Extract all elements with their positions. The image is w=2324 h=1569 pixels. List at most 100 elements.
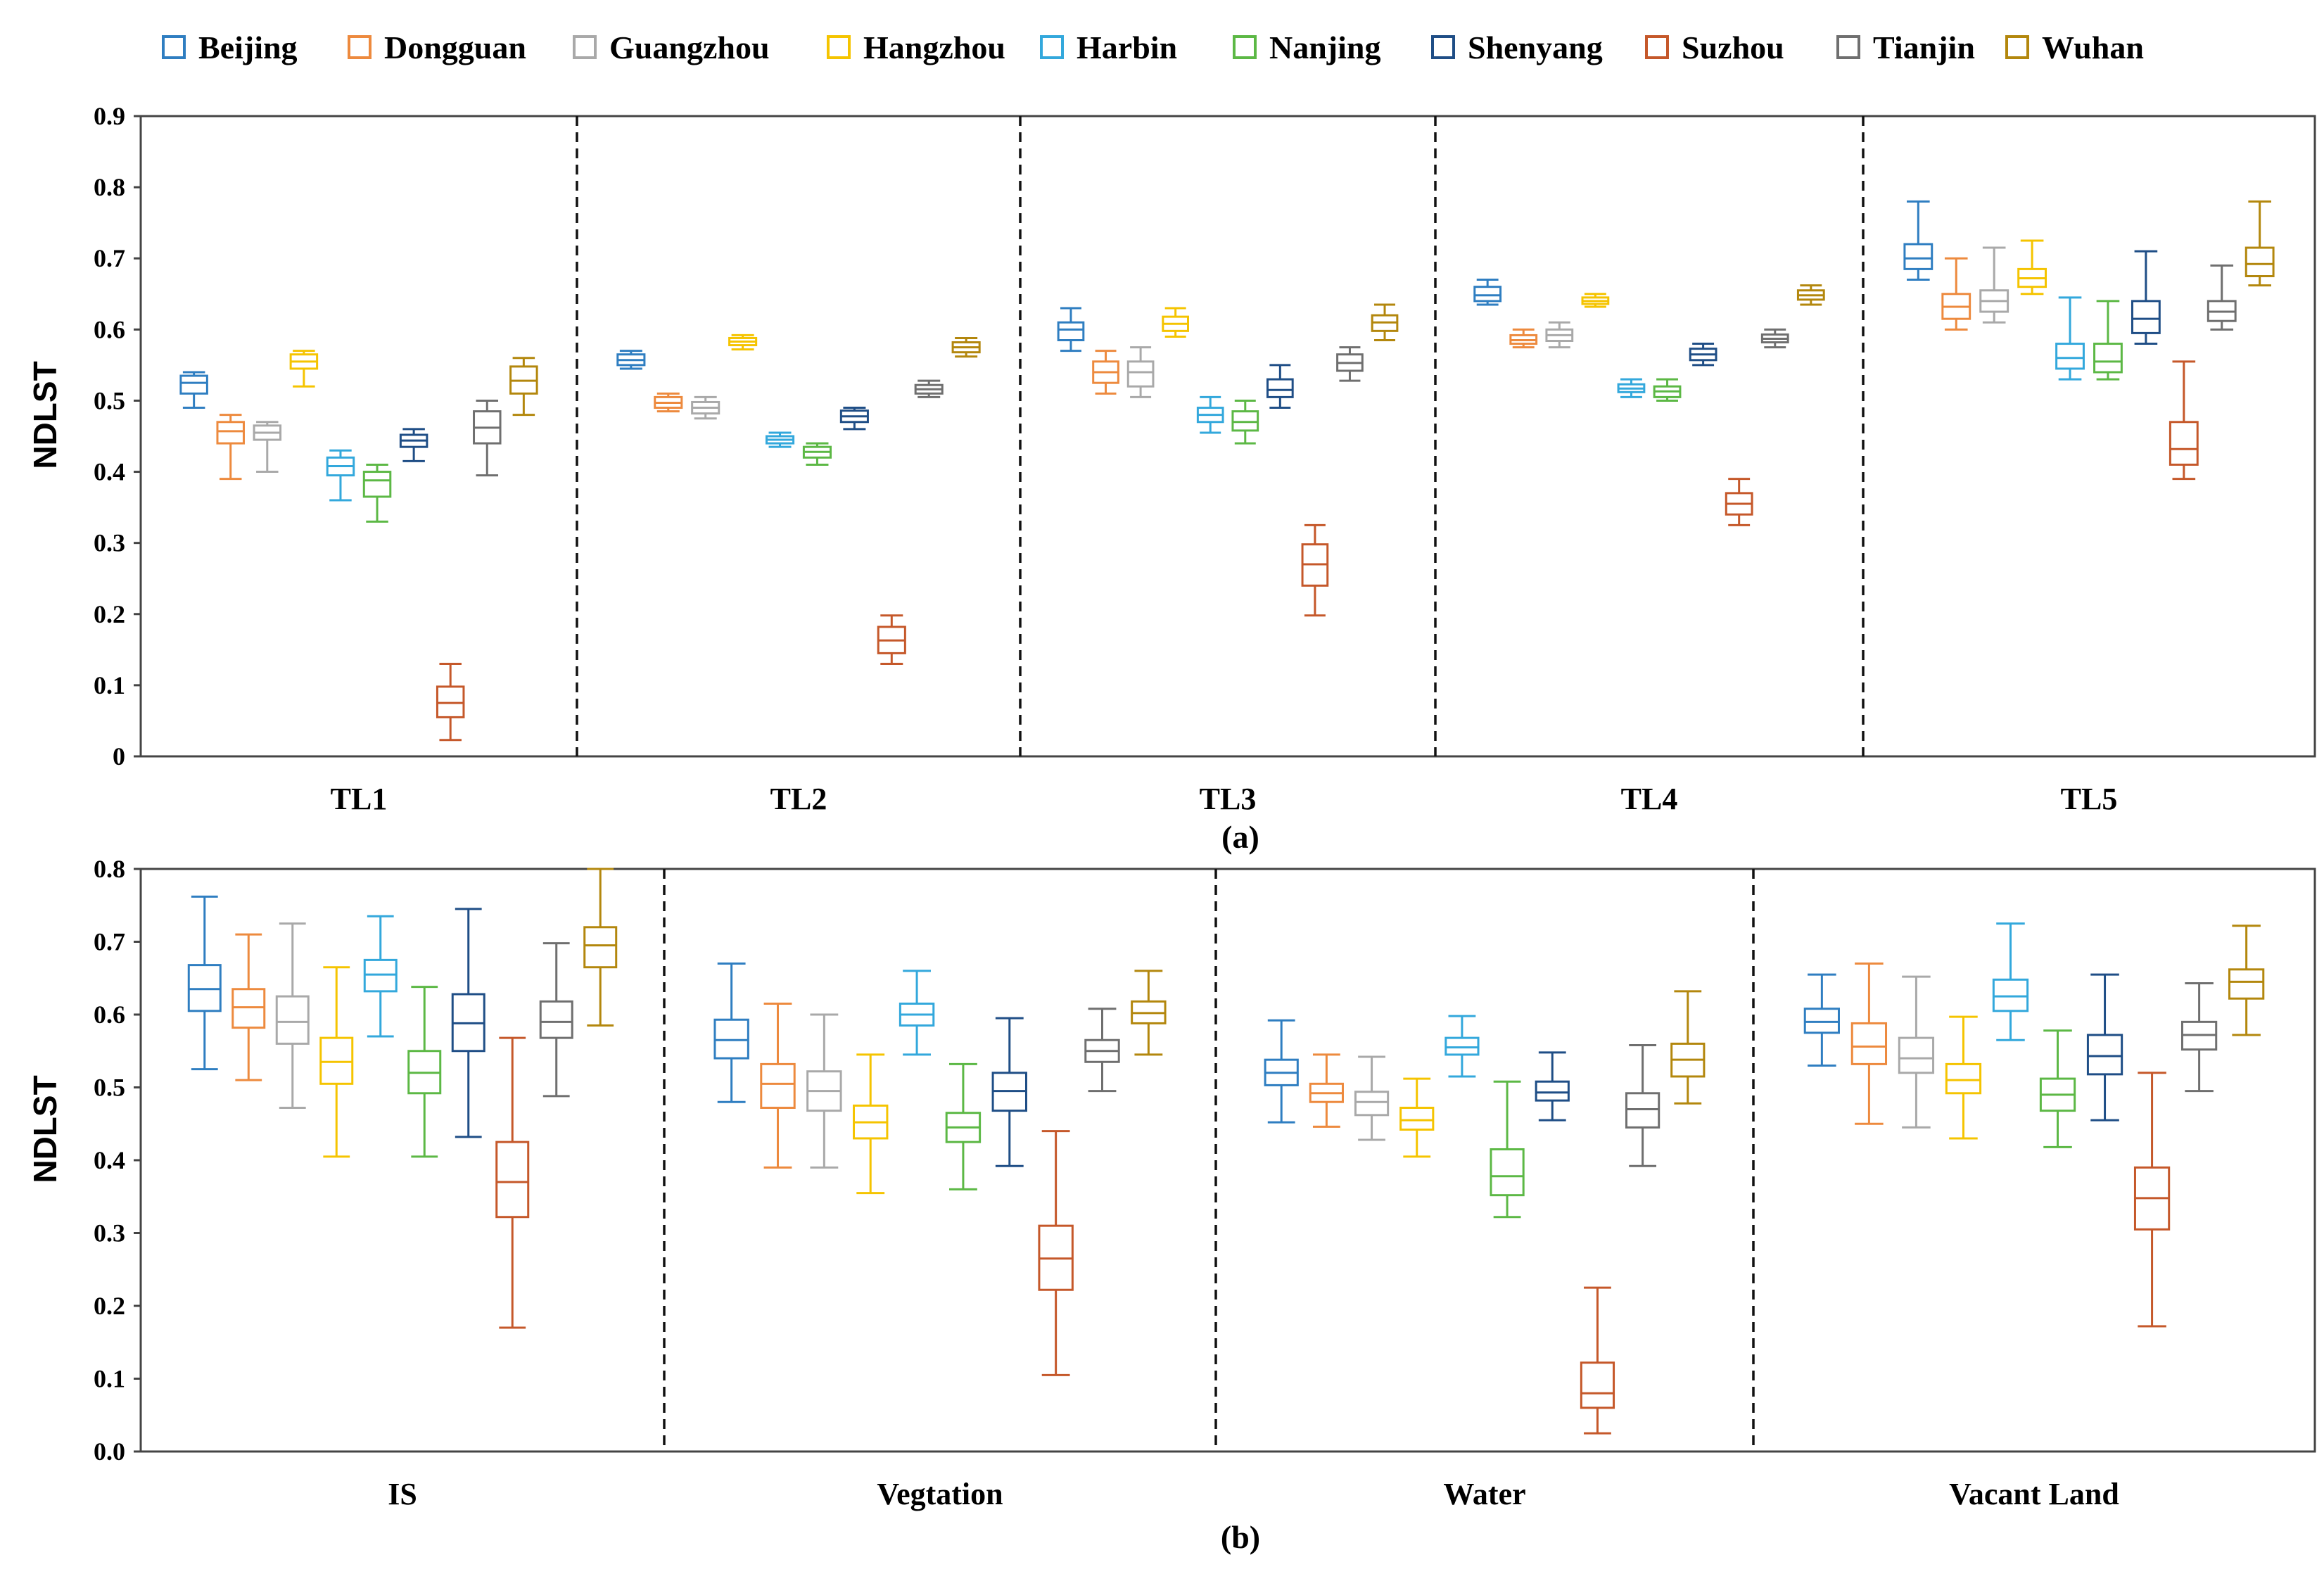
box-guangzhou-water <box>1354 1055 1390 1141</box>
legend-label: Guangzhou <box>609 30 770 65</box>
box-hangzhou-is <box>319 966 354 1158</box>
legend-item-tianjin: Tianjin <box>1836 30 1975 65</box>
iqr-box <box>179 374 208 395</box>
box-hangzhou-tl2 <box>728 334 758 351</box>
legend-swatch <box>1645 35 1669 59</box>
category-label: Vacant Land <box>1949 1477 2119 1511</box>
box-beijing-tl2 <box>616 350 646 370</box>
y-tick-label: 0.8 <box>94 173 125 201</box>
legend-item-beijing: Beijing <box>162 30 298 65</box>
box-nanjing-water <box>1490 1080 1525 1219</box>
box-hangzhou-tl5 <box>2017 239 2047 296</box>
box-dongguan-water <box>1309 1053 1344 1128</box>
iqr-box <box>362 471 392 498</box>
y-tick-label: 0.5 <box>94 386 125 414</box>
iqr-box <box>1057 321 1085 342</box>
box-tianjin-tl1 <box>473 399 502 477</box>
box-wuhan-water <box>1670 990 1706 1105</box>
y-tick-label: 0.0 <box>94 1437 125 1466</box>
box-hangzhou-tl1 <box>289 350 319 388</box>
iqr-box <box>1625 1092 1661 1129</box>
panel-b-label: (b) <box>1221 1519 1260 1555</box>
iqr-box <box>187 964 222 1012</box>
group-vegtation: Vegtation <box>713 963 1167 1511</box>
legend: Beijing Dongguan Guangzhou Hangzhou Harbin Na… <box>162 30 2144 65</box>
box-dongguan-tl4 <box>1509 328 1538 349</box>
box-harbin-is <box>363 915 398 1038</box>
category-label: TL4 <box>1621 782 1678 816</box>
box-nanjing-is <box>407 986 442 1158</box>
legend-item-suzhou: Suzhou <box>1645 30 1784 65</box>
legend-item-nanjing: Nanjing <box>1233 30 1380 65</box>
iqr-box <box>436 685 465 718</box>
iqr-box <box>1803 1008 1840 1034</box>
box-hangzhou-vacant-land <box>1945 1015 1982 1140</box>
legend-item-harbin: Harbin <box>1040 30 1177 65</box>
box-shenyang-tl2 <box>839 407 869 431</box>
box-dongguan-tl3 <box>1092 350 1119 395</box>
panel-a-plot-frame <box>139 115 2316 758</box>
group-is: IS <box>187 868 618 1511</box>
legend-item-dongguan: Dongguan <box>348 30 526 65</box>
group-tl1: TL1 <box>179 350 538 816</box>
iqr-box <box>1580 1361 1615 1409</box>
iqr-box <box>583 926 618 969</box>
iqr-box <box>216 421 245 445</box>
iqr-box <box>1399 1106 1435 1131</box>
panel-a-label: (a) <box>1221 819 1259 855</box>
iqr-box <box>1444 1036 1480 1056</box>
box-nanjing-tl3 <box>1231 399 1259 445</box>
legend-label: Suzhou <box>1682 30 1784 65</box>
iqr-box <box>2131 300 2161 334</box>
iqr-box <box>2086 1034 2123 1076</box>
y-tick-label: 0.4 <box>94 1146 125 1174</box>
legend-swatch <box>573 35 597 59</box>
box-harbin-water <box>1444 1015 1480 1078</box>
y-tick-label: 0.9 <box>94 102 125 130</box>
legend-swatch <box>348 35 372 59</box>
iqr-box <box>1354 1091 1390 1117</box>
box-hangzhou-water <box>1399 1077 1435 1158</box>
y-tick-label: 0.4 <box>94 458 125 486</box>
box-shenyang-tl4 <box>1689 343 1717 367</box>
category-label: TL5 <box>2061 782 2118 816</box>
box-tianjin-is <box>539 942 573 1098</box>
box-hangzhou-tl4 <box>1581 293 1610 308</box>
box-dongguan-vegtation <box>760 1002 796 1169</box>
y-tick-label: 0 <box>113 742 125 770</box>
box-tianjin-water <box>1625 1043 1661 1167</box>
legend-label: Tianjin <box>1873 30 1975 65</box>
box-harbin-tl1 <box>326 449 355 502</box>
box-suzhou-tl4 <box>1725 478 1753 526</box>
iqr-box <box>2228 968 2265 1000</box>
box-suzhou-tl1 <box>436 663 465 742</box>
box-harbin-tl4 <box>1617 378 1646 398</box>
y-tick-label: 0.2 <box>94 600 125 628</box>
box-guangzhou-tl5 <box>1979 246 2009 324</box>
y-tick-label: 0.3 <box>94 529 125 557</box>
box-guangzhou-vacant-land <box>1898 975 1935 1129</box>
box-nanjing-vegtation <box>945 1062 982 1190</box>
group-water: Water <box>1264 990 1706 1511</box>
box-harbin-vacant-land <box>1992 922 2029 1041</box>
box-wuhan-tl2 <box>951 336 981 358</box>
box-harbin-vegtation <box>899 970 935 1056</box>
iqr-box <box>2055 343 2085 370</box>
panel-b-ylabel: NDLST <box>27 1075 63 1183</box>
iqr-box <box>231 988 266 1029</box>
iqr-box <box>1490 1148 1525 1197</box>
legend-swatch <box>1431 35 1455 59</box>
iqr-box <box>1231 410 1259 432</box>
box-hangzhou-tl3 <box>1162 307 1190 338</box>
box-beijing-tl3 <box>1057 307 1085 352</box>
box-wuhan-tl5 <box>2244 200 2275 287</box>
legend-swatch <box>162 35 186 59</box>
box-beijing-tl1 <box>179 371 208 409</box>
category-label: Vegtation <box>877 1477 1003 1511</box>
group-vacant-land: Vacant Land <box>1803 922 2265 1511</box>
box-tianjin-vegtation <box>1084 1008 1120 1093</box>
box-shenyang-tl5 <box>2131 250 2161 345</box>
box-guangzhou-tl2 <box>691 395 720 420</box>
box-harbin-tl3 <box>1196 395 1224 434</box>
